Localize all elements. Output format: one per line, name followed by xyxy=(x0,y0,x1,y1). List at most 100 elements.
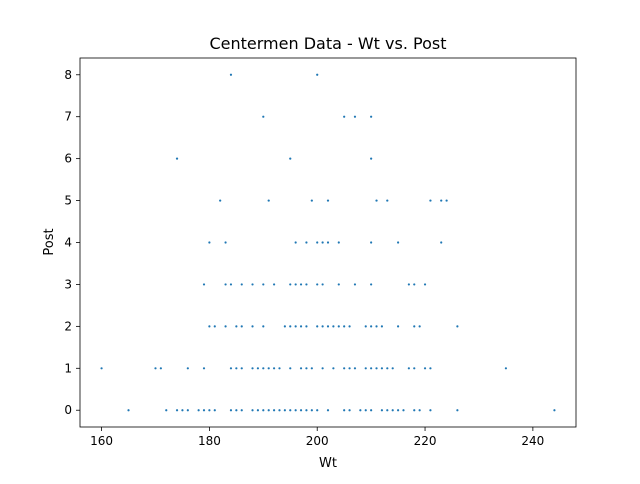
data-point xyxy=(289,325,292,328)
data-point xyxy=(251,325,254,328)
data-point xyxy=(332,325,335,328)
data-point xyxy=(391,367,394,370)
y-tick-label: 4 xyxy=(64,236,72,250)
x-tick-label: 240 xyxy=(521,434,544,448)
data-point xyxy=(256,367,260,370)
data-point xyxy=(418,409,421,412)
data-point xyxy=(240,325,243,328)
data-point xyxy=(375,199,378,202)
data-point xyxy=(370,283,373,286)
data-point xyxy=(283,325,286,328)
data-point xyxy=(440,199,443,202)
data-point xyxy=(343,409,346,412)
data-point xyxy=(375,367,378,370)
data-point xyxy=(278,409,281,412)
data-point xyxy=(202,367,206,370)
data-point xyxy=(353,283,357,286)
data-point xyxy=(283,409,286,412)
y-tick-label: 6 xyxy=(64,152,72,166)
data-point xyxy=(321,241,324,244)
y-tick-label: 1 xyxy=(64,361,72,375)
data-point xyxy=(289,283,292,286)
data-point xyxy=(370,157,373,160)
data-point xyxy=(380,367,384,370)
data-point xyxy=(321,367,324,370)
data-point xyxy=(418,325,421,328)
data-point xyxy=(504,367,508,370)
data-point xyxy=(326,199,330,202)
data-point xyxy=(348,367,351,370)
data-point xyxy=(370,367,373,370)
data-point xyxy=(208,241,211,244)
data-point xyxy=(380,325,384,328)
data-point xyxy=(321,283,324,286)
data-point xyxy=(262,283,265,286)
data-point xyxy=(326,241,330,244)
data-point xyxy=(272,367,276,370)
data-point xyxy=(326,409,330,412)
data-point xyxy=(348,325,351,328)
data-point xyxy=(175,157,179,160)
data-point xyxy=(262,409,265,412)
data-point xyxy=(202,283,206,286)
data-point xyxy=(197,409,200,412)
data-point xyxy=(337,283,340,286)
data-point xyxy=(289,409,292,412)
data-point xyxy=(208,325,211,328)
data-point xyxy=(305,283,308,286)
data-point xyxy=(407,283,410,286)
data-point xyxy=(359,409,362,412)
data-point xyxy=(553,409,556,412)
data-point xyxy=(299,325,303,328)
data-point xyxy=(159,367,162,370)
data-point xyxy=(440,241,443,244)
data-point xyxy=(310,199,313,202)
data-point xyxy=(294,241,297,244)
data-point xyxy=(224,283,227,286)
data-point xyxy=(316,325,319,328)
y-tick-label: 3 xyxy=(64,277,72,291)
y-tick-label: 0 xyxy=(64,403,72,417)
data-point xyxy=(208,409,211,412)
data-point xyxy=(364,325,367,328)
data-point xyxy=(396,241,400,244)
data-point xyxy=(240,409,243,412)
data-point xyxy=(456,409,459,412)
x-tick-label: 220 xyxy=(414,434,437,448)
data-point xyxy=(213,325,216,328)
data-point xyxy=(423,283,427,286)
data-point xyxy=(310,409,313,412)
y-tick-label: 8 xyxy=(64,68,72,82)
data-point xyxy=(224,241,227,244)
data-point xyxy=(219,199,222,202)
data-point xyxy=(256,409,260,412)
data-point xyxy=(370,325,373,328)
x-tick-label: 180 xyxy=(198,434,221,448)
data-point xyxy=(299,367,303,370)
data-point xyxy=(391,409,394,412)
data-point xyxy=(267,409,270,412)
data-point xyxy=(337,325,340,328)
data-point xyxy=(294,409,297,412)
data-point xyxy=(423,367,427,370)
data-point xyxy=(386,409,389,412)
data-point xyxy=(370,115,373,118)
y-tick-label: 7 xyxy=(64,110,72,124)
data-point xyxy=(332,367,335,370)
data-point xyxy=(316,283,319,286)
data-point xyxy=(213,409,216,412)
data-point xyxy=(272,409,276,412)
x-axis-label: Wt xyxy=(319,456,337,471)
data-point xyxy=(299,283,303,286)
data-point xyxy=(262,367,265,370)
x-tick-label: 200 xyxy=(306,434,329,448)
data-points xyxy=(100,73,556,412)
data-point xyxy=(305,409,308,412)
data-point xyxy=(343,325,346,328)
data-point xyxy=(402,409,405,412)
data-point xyxy=(272,283,276,286)
data-point xyxy=(251,409,254,412)
